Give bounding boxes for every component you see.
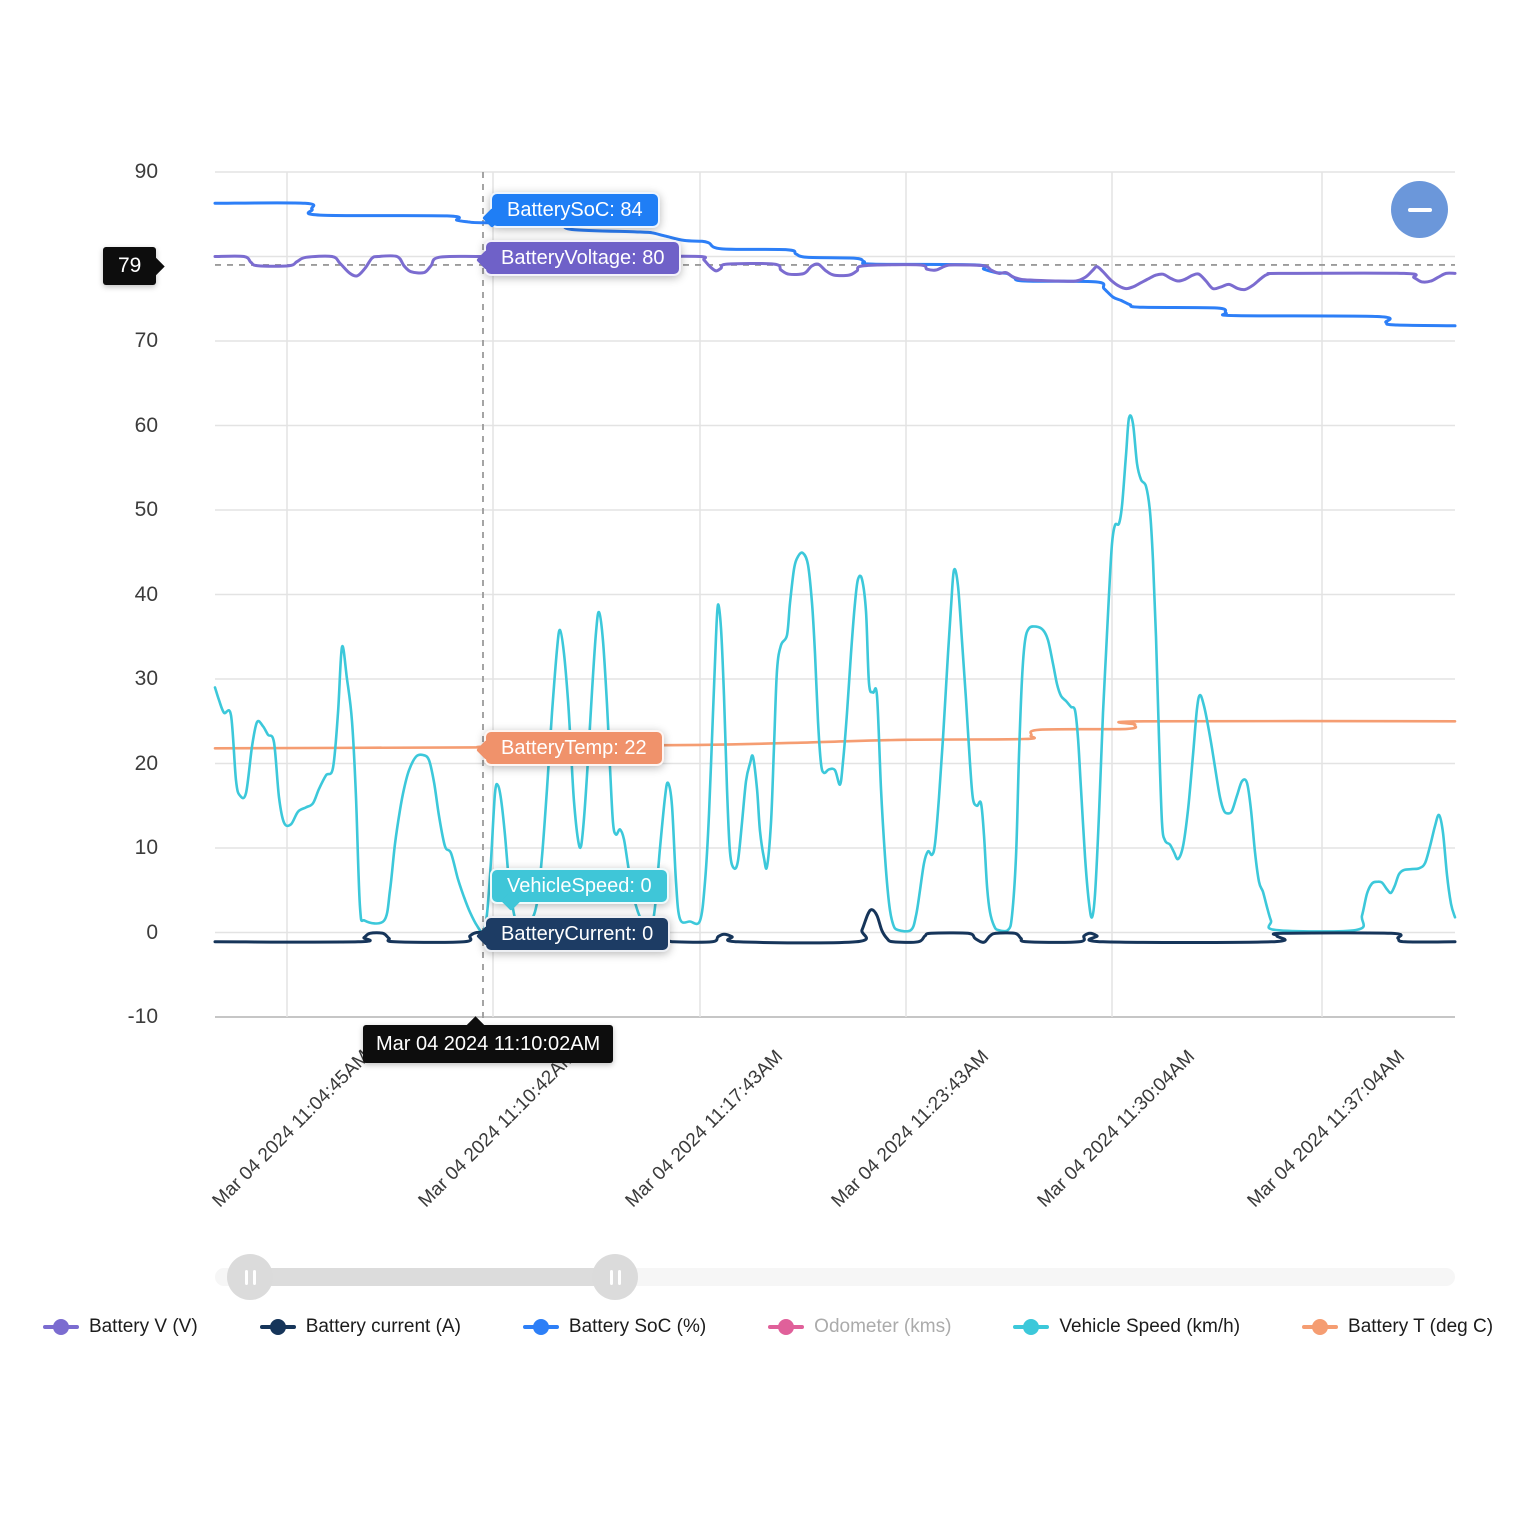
legend-item-odometer-kms-[interactable]: Odometer (kms): [768, 1316, 951, 1338]
legend-dot-icon: [1023, 1319, 1040, 1335]
minus-icon: [1407, 207, 1432, 212]
y-axis-crosshair-value: 79: [118, 254, 142, 277]
battery-soc-tooltip: BatterySoC: 84: [482, 192, 660, 228]
y-axis-label: 20: [134, 751, 158, 775]
legend-marker-icon: [1013, 1319, 1050, 1335]
series-line-battery-v-v-: [213, 254, 1457, 292]
slider-handle-end[interactable]: [592, 1254, 638, 1300]
y-axis-label: 0: [146, 920, 158, 944]
legend-label: Odometer (kms): [814, 1316, 952, 1337]
legend-item-vehicle-speed-km-h-[interactable]: Vehicle Speed (km/h): [1013, 1316, 1240, 1338]
y-axis-label: 70: [134, 329, 158, 352]
legend-dot-icon: [269, 1319, 286, 1335]
legend-item-battery-current-a-[interactable]: Battery current (A): [259, 1316, 461, 1338]
legend-dot-icon: [778, 1319, 795, 1335]
y-axis-label: -10: [127, 1005, 158, 1028]
battery-current-tooltip: BatteryCurrent: 0: [476, 916, 671, 952]
y-axis-label: 90: [134, 160, 158, 183]
legend-item-battery-t-deg-c-[interactable]: Battery T (deg C): [1302, 1316, 1493, 1338]
legend-label: Battery V (V): [88, 1316, 198, 1337]
battery-voltage-tooltip: BatteryVoltage: 80: [476, 240, 682, 276]
legend-label: Battery current (A): [305, 1316, 461, 1337]
legend-dot-icon: [52, 1319, 69, 1335]
vehicle-speed-tooltip-label: VehicleSpeed: 0: [507, 875, 652, 897]
zoom-out-button[interactable]: [1391, 181, 1448, 238]
legend-marker-icon: [1302, 1319, 1339, 1335]
series-line-battery-t-deg-c-: [213, 719, 1457, 750]
legend-dot-icon: [1312, 1319, 1329, 1335]
legend-marker-icon: [259, 1319, 296, 1335]
battery-temp-tooltip: BatteryTemp: 22: [476, 730, 664, 766]
series-line-battery-soc-: [213, 201, 1457, 328]
grip-icon: [244, 1269, 248, 1285]
series-line-vehicle-speed-km-h-: [213, 414, 1457, 934]
legend-marker-icon: [768, 1319, 805, 1335]
time-crosshair-label: Mar 04 2024 11:10:02AM: [376, 1033, 601, 1055]
legend-item-battery-v-v-[interactable]: Battery V (V): [42, 1316, 198, 1338]
legend-item-battery-soc-[interactable]: Battery SoC (%): [522, 1316, 707, 1338]
grip-icon: [252, 1269, 256, 1285]
y-axis-label: 50: [134, 498, 158, 521]
battery-soc-tooltip-label: BatterySoC: 84: [507, 199, 643, 221]
slider-handle-start[interactable]: [227, 1254, 273, 1300]
grip-icon: [617, 1269, 621, 1285]
battery-voltage-tooltip-label: BatteryVoltage: 80: [501, 247, 665, 269]
series-line-battery-current-a-: [213, 908, 1457, 945]
battery-current-tooltip-label: BatteryCurrent: 0: [501, 923, 654, 945]
y-axis-label: 60: [134, 413, 158, 437]
legend-marker-icon: [522, 1319, 559, 1335]
y-axis-label: 40: [134, 582, 158, 606]
legend-dot-icon: [532, 1319, 549, 1335]
legend-label: Vehicle Speed (km/h): [1059, 1316, 1241, 1337]
time-crosshair-tooltip: Mar 04 2024 11:10:02AM: [363, 1016, 614, 1063]
grip-icon: [609, 1269, 613, 1285]
vehicle-speed-tooltip: VehicleSpeed: 0: [490, 868, 669, 911]
legend-label: Battery T (deg C): [1348, 1316, 1494, 1337]
y-axis-label: 10: [134, 836, 158, 859]
y-axis-crosshair-tooltip: 79: [103, 247, 166, 285]
time-range-slider-selection[interactable]: [250, 1268, 615, 1286]
legend-marker-icon: [42, 1319, 79, 1335]
battery-temp-tooltip-label: BatteryTemp: 22: [501, 737, 647, 759]
legend-label: Battery SoC (%): [568, 1316, 707, 1337]
chart-legend: Battery V (V) Battery current (A) Battery …: [0, 1316, 1536, 1338]
y-axis-label: 30: [134, 667, 158, 690]
